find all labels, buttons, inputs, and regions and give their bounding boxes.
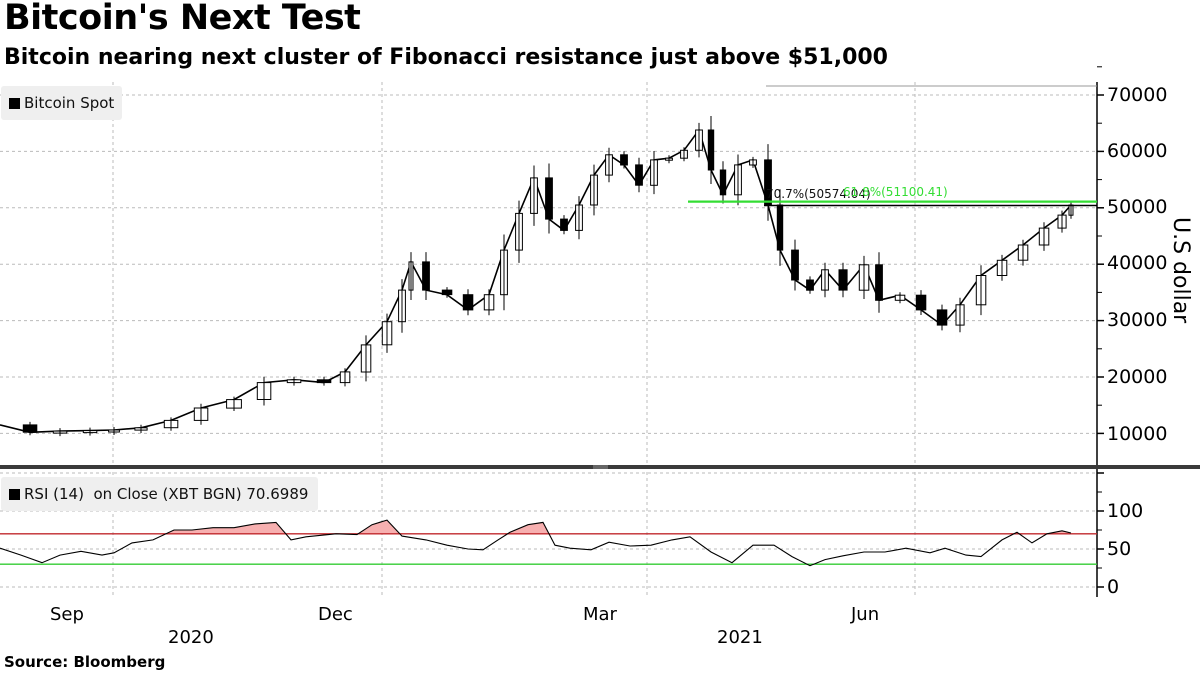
price-legend: Bitcoin Spot [1,86,123,120]
y-axis-title: U.S dollar [1168,217,1193,324]
price-series-line [0,128,1072,434]
y-tick-label: 30000 [1107,309,1168,331]
chart-title: Bitcoin's Next Test [4,0,361,38]
price-legend-label: Bitcoin Spot [24,94,115,112]
panel-divider [0,465,1200,469]
rsi-overbought-fill [165,520,1071,534]
x-tick-year: 2021 [717,627,763,648]
rsi-y-tick-label: 50 [1107,538,1132,560]
x-tick-month: Jun [851,604,880,625]
y-tick-label: 20000 [1107,366,1168,388]
x-tick-year: 2020 [168,627,214,648]
x-tick-month: Mar [583,604,617,625]
rsi-legend-label: RSI (14) on Close (XBT BGN) 70.6989 [24,485,309,503]
rsi-series-line [0,519,1072,567]
chart-subtitle: Bitcoin nearing next cluster of Fibonacc… [4,45,888,70]
fib-label-61-8: 61.8%(51100.41) [843,185,948,199]
legend-swatch-icon [9,98,20,109]
x-tick-month: Sep [50,604,84,625]
y-tick-label: 10000 [1107,423,1168,445]
y-tick-label: 60000 [1107,140,1168,162]
fib-label-70-7: 70.7%(50574.04) [766,187,871,201]
x-tick-month: Dec [318,604,353,625]
legend-swatch-icon [9,489,20,500]
rsi-y-tick-label: 0 [1107,576,1120,598]
y-tick-label: 40000 [1107,252,1168,274]
y-tick-label: 70000 [1107,84,1168,106]
rsi-y-tick-label: 100 [1107,500,1144,522]
source-note: Source: Bloomberg [4,653,166,671]
y-tick-label: 50000 [1107,196,1168,218]
rsi-legend: RSI (14) on Close (XBT BGN) 70.6989 [1,477,319,511]
